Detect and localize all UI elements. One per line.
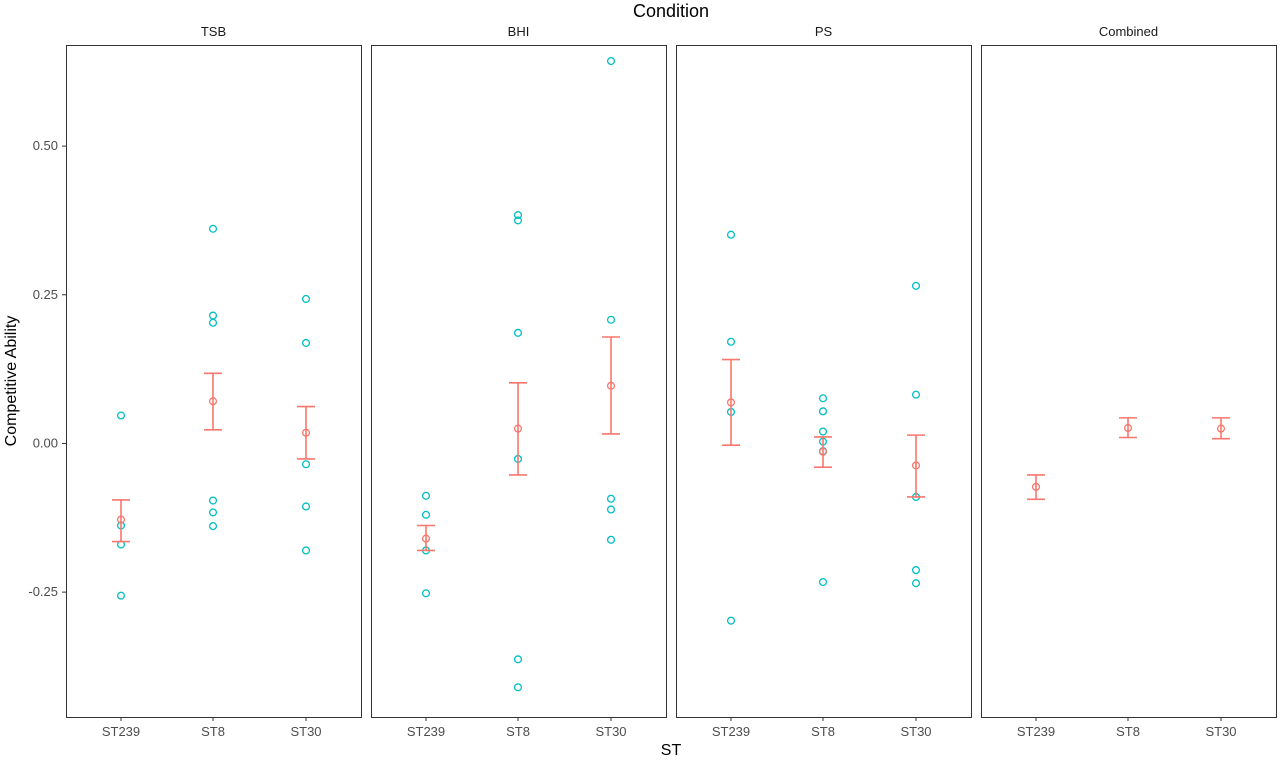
data-point — [301, 338, 311, 347]
panel-ps: PS ST239 ST8 ST30 — [676, 24, 972, 739]
x-tick-label: ST8 — [1116, 724, 1140, 739]
data-point — [208, 318, 218, 327]
data-point — [818, 407, 828, 416]
error-bar-st8 — [204, 372, 222, 431]
error-bar-st8 — [1119, 417, 1137, 439]
mean-point — [1031, 482, 1041, 491]
data-point — [208, 496, 218, 505]
error-bar-st30 — [297, 405, 315, 460]
data-point — [513, 655, 523, 664]
data-point — [911, 281, 921, 290]
x-axis-title: ST — [661, 742, 682, 758]
data-point — [208, 508, 218, 517]
data-point — [818, 427, 828, 436]
data-point — [116, 411, 126, 420]
data-point — [301, 546, 311, 555]
x-tick-label: ST239 — [407, 724, 445, 739]
data-point — [606, 57, 616, 66]
mean-point — [513, 424, 523, 433]
error-bar-st239 — [417, 524, 435, 552]
panel-combined: Combined ST239 ST8 ST30 — [981, 24, 1277, 739]
data-point — [208, 522, 218, 531]
error-bar-st239 — [112, 499, 130, 543]
error-bar-st30 — [602, 336, 620, 435]
data-point — [726, 230, 736, 239]
data-point — [726, 337, 736, 346]
error-bar-st8 — [509, 381, 527, 476]
data-point — [301, 294, 311, 303]
y-tick-label: 0.50 — [33, 138, 58, 153]
panel-strip-label: TSB — [201, 24, 226, 39]
data-point — [208, 311, 218, 320]
mean-point — [208, 397, 218, 406]
mean-point — [726, 398, 736, 407]
panel-strip-label: BHI — [508, 24, 530, 39]
data-point — [513, 216, 523, 225]
x-tick-label: ST30 — [900, 724, 931, 739]
y-axis: -0.25 0.00 0.25 0.50 — [28, 138, 66, 599]
mean-point — [116, 515, 126, 524]
panel-strip-label: Combined — [1099, 24, 1158, 39]
data-point — [208, 224, 218, 233]
data-point — [116, 591, 126, 600]
data-point — [911, 566, 921, 575]
data-point — [301, 502, 311, 511]
x-tick-label: ST8 — [506, 724, 530, 739]
y-tick-label: 0.25 — [33, 287, 58, 302]
x-tick-label: ST30 — [290, 724, 321, 739]
y-tick-label: -0.25 — [28, 584, 58, 599]
data-point — [818, 394, 828, 403]
panel-bhi: BHI ST239 ST8 ST30 — [371, 24, 667, 739]
data-point — [606, 505, 616, 514]
data-point — [606, 535, 616, 544]
mean-point — [818, 447, 828, 456]
data-point — [911, 579, 921, 588]
y-tick-label: 0.00 — [33, 435, 58, 450]
mean-point — [1216, 424, 1226, 433]
data-point — [421, 589, 431, 598]
error-bar-st30 — [907, 434, 925, 498]
panel-border — [676, 45, 972, 718]
x-tick-label: ST30 — [595, 724, 626, 739]
mean-point — [606, 381, 616, 390]
panel-border — [66, 45, 362, 718]
x-tick-label: ST239 — [712, 724, 750, 739]
data-point — [818, 577, 828, 587]
x-tick-label: ST239 — [102, 724, 140, 739]
panels-layer: -0.25 0.00 0.25 0.50 TSB ST239 ST8 ST30 BHI ST239… — [28, 24, 1277, 739]
data-point — [513, 683, 523, 692]
x-tick-label: ST8 — [201, 724, 225, 739]
error-bar-st239 — [1027, 474, 1045, 501]
data-point — [911, 390, 921, 399]
x-tick-label: ST30 — [1205, 724, 1236, 739]
mean-point — [421, 534, 431, 543]
data-point — [606, 494, 616, 503]
panel-strip-label: PS — [815, 24, 833, 39]
data-point — [421, 510, 431, 519]
panel-border — [981, 45, 1277, 718]
mean-point — [911, 461, 921, 470]
chart-title: Condition — [633, 1, 709, 21]
panel-border — [371, 45, 667, 718]
data-point — [421, 491, 431, 500]
data-point — [513, 211, 523, 220]
mean-point — [301, 428, 311, 437]
data-point — [301, 460, 311, 469]
data-point — [513, 328, 523, 337]
error-bar-st239 — [722, 358, 740, 447]
error-bar-st8 — [814, 436, 832, 469]
x-tick-label: ST239 — [1017, 724, 1055, 739]
data-point — [606, 315, 616, 324]
error-bar-st30 — [1212, 417, 1230, 440]
x-tick-label: ST8 — [811, 724, 835, 739]
data-point — [726, 616, 736, 625]
y-axis-title: Competitive Ability — [3, 316, 20, 447]
mean-point — [1123, 423, 1133, 433]
panel-tsb: TSB ST239 ST8 ST30 — [66, 24, 362, 739]
